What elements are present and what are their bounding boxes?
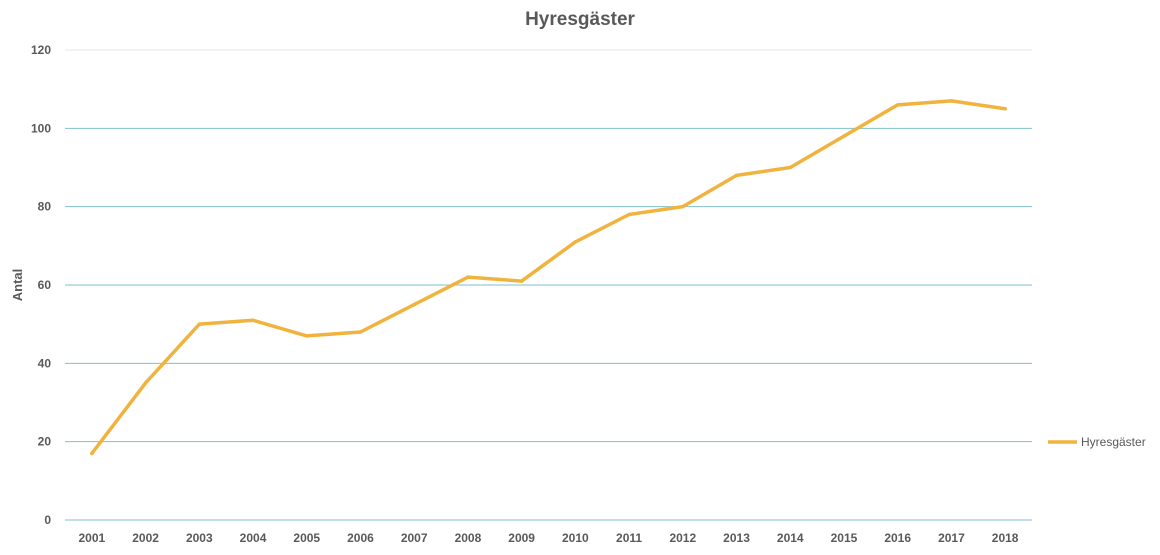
- y-tick-label: 40: [38, 356, 52, 370]
- data-point: [143, 381, 148, 385]
- x-tick-label: 2008: [455, 531, 482, 545]
- x-tick-label: 2012: [669, 531, 696, 545]
- data-point: [949, 99, 954, 103]
- x-tick-label: 2018: [992, 531, 1019, 545]
- x-tick-label: 2014: [777, 531, 804, 545]
- data-point: [681, 204, 685, 209]
- series-line: [90, 99, 1007, 456]
- x-tick-label: 2016: [884, 531, 911, 545]
- data-point: [1003, 107, 1007, 111]
- x-tick-label: 2015: [831, 531, 858, 545]
- data-point: [788, 165, 792, 170]
- y-tick-label: 60: [38, 278, 52, 292]
- legend: Hyresgäster: [1048, 435, 1146, 449]
- x-tick-label: 2009: [508, 531, 535, 545]
- data-point: [251, 318, 255, 322]
- x-tick-label: 2005: [293, 531, 320, 545]
- y-tick-label: 120: [31, 43, 51, 57]
- data-point: [895, 103, 900, 107]
- x-tick-label: 2011: [616, 531, 642, 545]
- x-tick-label: 2006: [347, 531, 374, 545]
- gridlines: [65, 49, 1032, 521]
- data-point: [466, 275, 470, 279]
- x-axis-ticks: 2001 2002 2003 2004 2005 2006 2007 2008 2009 2010…: [79, 531, 1019, 545]
- y-tick-label: 20: [38, 435, 52, 449]
- y-tick-label: 100: [31, 121, 51, 135]
- x-tick-label: 2001: [79, 531, 106, 545]
- y-axis-ticks: 0 20 40 60 80 100 120: [31, 43, 51, 527]
- data-point: [573, 240, 578, 244]
- x-tick-label: 2013: [723, 531, 750, 545]
- x-tick-label: 2003: [186, 531, 213, 545]
- data-point: [358, 330, 363, 334]
- data-point: [519, 279, 524, 283]
- series-group: [90, 99, 1007, 456]
- y-tick-label: 0: [44, 513, 51, 527]
- y-tick-label: 80: [38, 200, 52, 214]
- x-tick-label: 2010: [562, 531, 589, 545]
- data-point: [842, 134, 846, 138]
- y-axis-label: Antal: [10, 269, 25, 302]
- data-point: [627, 212, 631, 217]
- legend-label: Hyresgäster: [1081, 435, 1146, 449]
- x-tick-label: 2017: [938, 531, 965, 545]
- x-tick-label: 2004: [240, 531, 267, 545]
- data-point: [90, 451, 94, 456]
- data-point: [734, 173, 739, 178]
- data-point: [412, 302, 416, 307]
- data-point: [305, 334, 309, 338]
- x-tick-label: 2007: [401, 531, 428, 545]
- chart-title: Hyresgäster: [525, 9, 635, 30]
- data-point: [197, 322, 202, 326]
- x-tick-label: 2002: [132, 531, 159, 545]
